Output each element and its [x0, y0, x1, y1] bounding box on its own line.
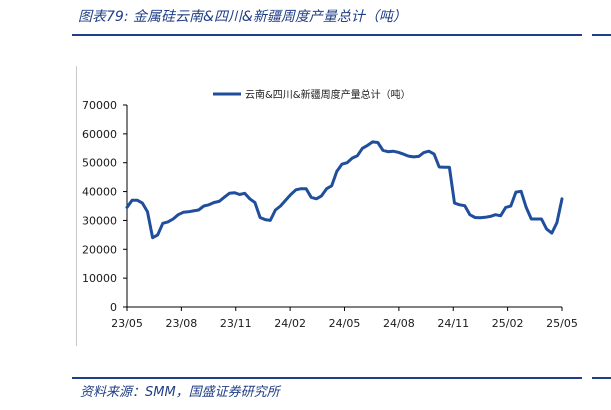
y-tick-label: 70000: [82, 99, 117, 112]
top-rule: [72, 34, 582, 36]
top-rule-end: [592, 34, 611, 36]
legend-label: 云南&四川&新疆周度产量总计（吨）: [245, 88, 411, 101]
y-tick-label: 50000: [82, 157, 117, 170]
x-tick-label: 24/11: [437, 317, 469, 330]
series-line: [125, 140, 564, 240]
y-tick-label: 20000: [82, 243, 117, 256]
y-tick-label: 60000: [82, 128, 117, 141]
x-tick-label: 23/05: [111, 317, 143, 330]
x-tick-label: 24/08: [383, 317, 415, 330]
chart-legend: 云南&四川&新疆周度产量总计（吨）: [213, 88, 411, 101]
x-tick-label: 25/02: [492, 317, 524, 330]
x-tick-label: 24/02: [274, 317, 306, 330]
x-tick-label: 24/05: [329, 317, 361, 330]
x-tick-label: 25/05: [546, 317, 578, 330]
y-tick-label: 30000: [82, 214, 117, 227]
y-tick-label: 40000: [82, 186, 117, 199]
x-tick-label: 23/11: [220, 317, 252, 330]
y-tick-label: 0: [110, 301, 117, 314]
source-note: 资料来源：SMM，国盛证券研究所: [80, 385, 280, 400]
bottom-rule-end: [592, 377, 611, 379]
bottom-rule: [72, 377, 582, 379]
figure-title: 图表79: 金属硅云南&四川&新疆周度产量总计（吨）: [78, 9, 407, 25]
x-tick-label: 23/08: [166, 317, 198, 330]
chart-plot: [125, 140, 564, 240]
chart-frame-line: [76, 66, 77, 346]
y-tick-label: 10000: [82, 272, 117, 285]
chart-axes: 0 10000 20000 30000 40000 50000 60000 70000 23/0…: [82, 99, 578, 330]
